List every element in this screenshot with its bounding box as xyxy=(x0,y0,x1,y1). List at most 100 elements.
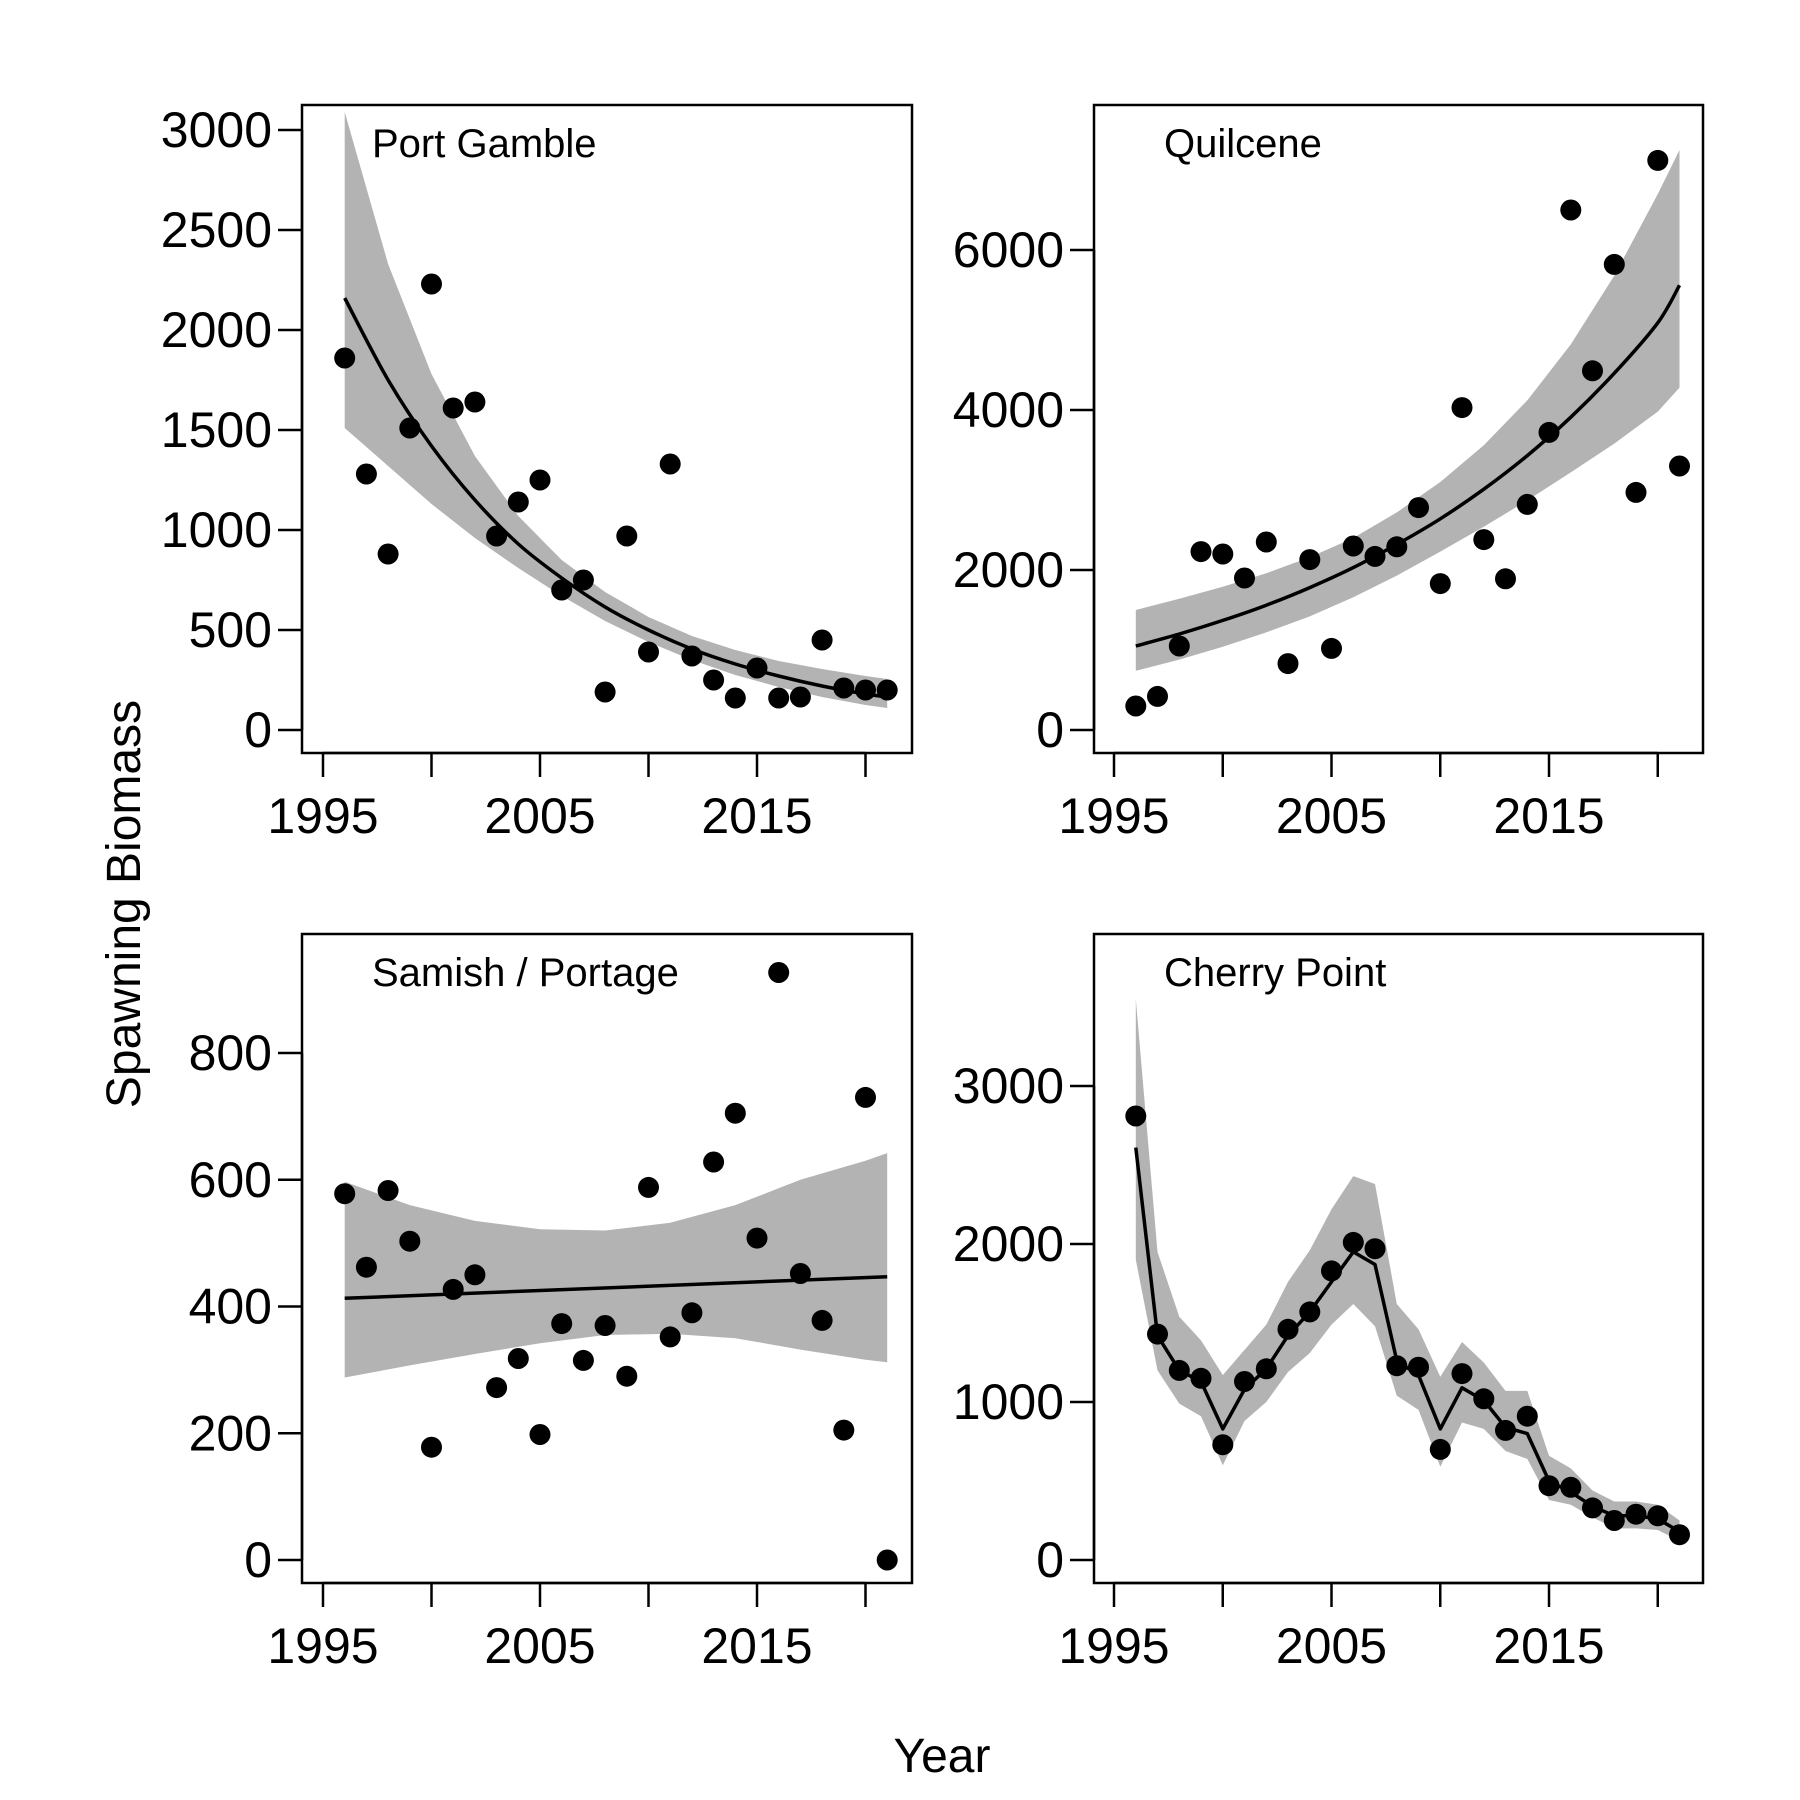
plot-frame xyxy=(1092,932,1705,1585)
data-point xyxy=(355,1256,377,1278)
y-tick-label: 400 xyxy=(189,1279,272,1335)
data-point xyxy=(1603,253,1625,275)
data-point xyxy=(811,1309,833,1331)
data-point xyxy=(507,491,529,513)
panel-port-gamble: 0 500 1000 1500 2000 2500 3000 1995 2005 2015 Port… xyxy=(161,102,914,844)
data-point xyxy=(876,679,898,701)
data-point xyxy=(1408,1356,1429,1378)
data-point xyxy=(768,962,790,983)
data-point xyxy=(529,469,551,491)
data-point xyxy=(334,347,356,369)
data-point xyxy=(377,1180,399,1201)
data-point xyxy=(1473,529,1495,551)
x-tick-label: 2015 xyxy=(1493,1618,1604,1674)
data-point xyxy=(1125,695,1147,717)
data-point xyxy=(638,1176,659,1198)
y-tick-label: 0 xyxy=(1036,702,1064,758)
data-point xyxy=(1147,1323,1168,1345)
data-point xyxy=(529,1424,551,1445)
x-tick-label: 2005 xyxy=(1276,1618,1387,1674)
data-point xyxy=(1669,1524,1690,1546)
x-tick-label: 1995 xyxy=(267,788,378,844)
data-point xyxy=(659,453,681,475)
data-point xyxy=(789,1263,811,1284)
panel-cherry-point: 0 1000 2000 3000 1995 2005 2015 Cherry Point xyxy=(953,932,1705,1674)
fitted-line xyxy=(343,297,888,699)
y-tick-label: 2000 xyxy=(953,542,1064,598)
data-point xyxy=(1168,635,1190,657)
data-point xyxy=(572,1349,594,1371)
data-point xyxy=(507,1348,529,1369)
panel-title: Cherry Point xyxy=(1164,951,1386,995)
data-point xyxy=(1255,531,1277,553)
data-point xyxy=(1560,1476,1582,1498)
y-tick-label: 0 xyxy=(244,702,272,758)
data-point xyxy=(1625,1503,1647,1525)
data-point xyxy=(789,686,811,708)
data-point xyxy=(1190,1367,1212,1389)
x-tick-label: 2005 xyxy=(484,788,595,844)
data-point xyxy=(1647,149,1669,171)
data-point xyxy=(421,273,442,295)
data-point xyxy=(1538,1475,1560,1497)
y-tick-label: 2500 xyxy=(161,202,272,258)
data-point xyxy=(746,657,768,679)
data-point xyxy=(1603,1510,1625,1531)
x-tick-label: 2015 xyxy=(701,788,812,844)
panel-title: Samish / Portage xyxy=(372,951,679,995)
data-point xyxy=(1669,455,1690,477)
y-tick-label: 2000 xyxy=(953,1216,1064,1272)
y-tick-label: 1500 xyxy=(161,402,272,458)
data-point xyxy=(1386,536,1408,558)
data-point xyxy=(1386,1355,1408,1377)
data-point xyxy=(486,1377,508,1399)
data-point xyxy=(442,397,464,419)
y-tick-label: 1000 xyxy=(953,1374,1064,1430)
data-point xyxy=(659,1326,681,1348)
data-point xyxy=(1429,573,1451,595)
data-point xyxy=(399,1230,421,1252)
data-point xyxy=(551,579,573,601)
data-point xyxy=(1277,1318,1299,1340)
data-point xyxy=(681,1302,703,1324)
data-point xyxy=(833,677,855,699)
data-point xyxy=(1255,1358,1277,1380)
data-point xyxy=(855,1086,876,1108)
data-point xyxy=(486,525,508,547)
data-point xyxy=(421,1436,442,1458)
data-point xyxy=(1495,1419,1516,1441)
data-point xyxy=(1168,1359,1190,1381)
y-tick-label: 3000 xyxy=(161,102,272,158)
data-point xyxy=(876,1549,898,1571)
data-point xyxy=(855,679,876,701)
data-point xyxy=(1147,685,1168,707)
data-point xyxy=(1299,549,1321,571)
data-point xyxy=(1321,1260,1342,1282)
data-point xyxy=(1582,1497,1603,1519)
data-point xyxy=(1582,360,1603,382)
data-point xyxy=(399,417,421,439)
y-axis-title: Spawning Biomass xyxy=(98,700,151,1108)
data-point xyxy=(442,1278,464,1300)
x-tick-label: 1995 xyxy=(1058,788,1169,844)
data-point xyxy=(833,1419,855,1441)
confidence-band xyxy=(1135,150,1680,671)
panel-quilcene: 0 2000 4000 6000 1995 2005 2015 Quilcene xyxy=(953,103,1705,844)
data-point xyxy=(551,1313,573,1335)
data-point xyxy=(811,629,833,651)
data-point xyxy=(1234,567,1255,589)
data-point xyxy=(1190,541,1212,563)
data-point xyxy=(334,1183,356,1205)
y-tick-label: 800 xyxy=(189,1025,272,1081)
x-tick-label: 2015 xyxy=(1493,788,1604,844)
y-tick-label: 0 xyxy=(1036,1532,1064,1588)
data-point xyxy=(616,1365,638,1387)
data-point xyxy=(1364,545,1386,567)
y-tick-label: 0 xyxy=(244,1532,272,1588)
data-point xyxy=(1299,1301,1321,1323)
data-point xyxy=(1516,1405,1538,1427)
data-point xyxy=(703,1151,725,1173)
data-point xyxy=(1516,493,1538,515)
data-point xyxy=(464,1264,486,1286)
y-tick-label: 4000 xyxy=(953,382,1064,438)
